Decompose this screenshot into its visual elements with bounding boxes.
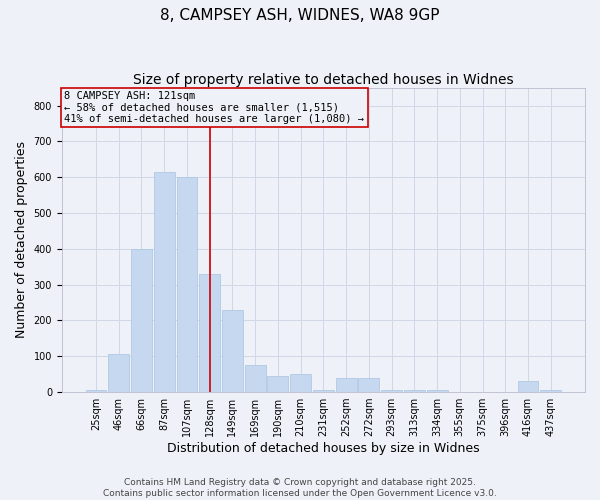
Bar: [381, 390, 402, 392]
Text: 8 CAMPSEY ASH: 121sqm
← 58% of detached houses are smaller (1,515)
41% of semi-d: 8 CAMPSEY ASH: 121sqm ← 58% of detached …: [64, 90, 364, 124]
Bar: [176, 177, 197, 392]
Bar: [518, 382, 538, 392]
Bar: [222, 310, 243, 392]
Bar: [154, 172, 175, 392]
Bar: [427, 390, 448, 392]
Bar: [540, 390, 561, 392]
Bar: [86, 390, 106, 392]
Bar: [404, 390, 425, 392]
Y-axis label: Number of detached properties: Number of detached properties: [15, 142, 28, 338]
Text: Contains HM Land Registry data © Crown copyright and database right 2025.
Contai: Contains HM Land Registry data © Crown c…: [103, 478, 497, 498]
Bar: [290, 374, 311, 392]
Bar: [268, 376, 289, 392]
Bar: [131, 249, 152, 392]
Bar: [313, 390, 334, 392]
X-axis label: Distribution of detached houses by size in Widnes: Distribution of detached houses by size …: [167, 442, 480, 455]
Bar: [199, 274, 220, 392]
Text: 8, CAMPSEY ASH, WIDNES, WA8 9GP: 8, CAMPSEY ASH, WIDNES, WA8 9GP: [160, 8, 440, 22]
Bar: [335, 378, 356, 392]
Bar: [245, 365, 266, 392]
Bar: [108, 354, 129, 392]
Bar: [358, 378, 379, 392]
Title: Size of property relative to detached houses in Widnes: Size of property relative to detached ho…: [133, 72, 514, 86]
